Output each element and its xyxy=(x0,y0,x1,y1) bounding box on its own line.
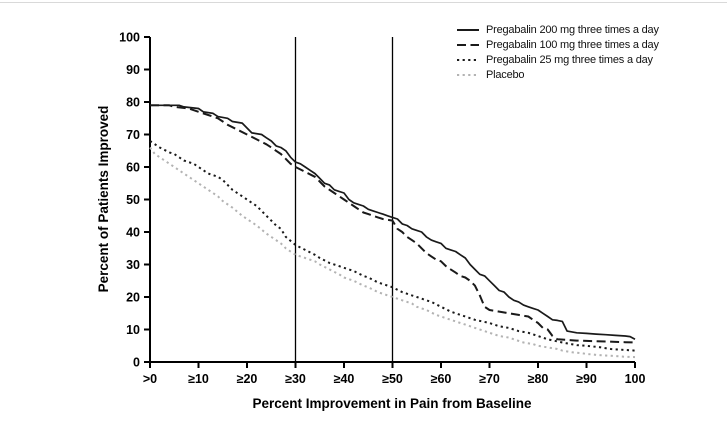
x-tick-label: >0 xyxy=(143,372,157,386)
axis-ticks xyxy=(144,36,636,368)
y-tick-label: 80 xyxy=(126,96,140,110)
y-tick-label: 70 xyxy=(126,128,140,142)
legend-dotted-line-icon xyxy=(457,59,479,61)
legend-item-pregabalin-200-mg-three-times-a-day: Pregabalin 200 mg three times a day xyxy=(456,24,659,36)
x-tick-label: ≥50 xyxy=(382,372,403,386)
axis-tick-labels: 0 10 20 30 40 50 60 70 80 90 100 >0 ≥10 ≥20 ≥30 ≥40 ≥50 ≥… xyxy=(119,31,645,387)
series-line-pregabalin-200-mg-three-times-a-day xyxy=(150,104,636,341)
x-tick-label: ≥20 xyxy=(237,372,258,386)
chart-legend: Pregabalin 200 mg three times a day Prega… xyxy=(456,24,659,81)
y-tick-label: 100 xyxy=(119,31,140,45)
x-axis-title: Percent Improvement in Pain from Baselin… xyxy=(252,396,532,411)
y-tick-label: 20 xyxy=(126,291,140,305)
x-tick-label: ≥80 xyxy=(528,372,549,386)
y-tick-label: 50 xyxy=(126,193,140,207)
legend-item-pregabalin-25-mg-three-times-a-day: Pregabalin 25 mg three times a day xyxy=(456,54,659,66)
y-tick-label: 40 xyxy=(126,226,140,240)
x-tick-label: ≥70 xyxy=(479,372,500,386)
y-axis-title: Percent of Patients Improved xyxy=(96,106,111,293)
legend-dotted-line-icon xyxy=(457,74,479,76)
x-tick-label: ≥10 xyxy=(188,372,209,386)
y-tick-label: 30 xyxy=(126,258,140,272)
y-tick-label: 60 xyxy=(126,161,140,175)
y-tick-label: 90 xyxy=(126,63,140,77)
series-lines xyxy=(149,104,636,359)
x-tick-label: ≥90 xyxy=(576,372,597,386)
legend-label: Pregabalin 25 mg three times a day xyxy=(486,54,653,66)
legend-label: Pregabalin 100 mg three times a day xyxy=(486,39,659,51)
page-top-border xyxy=(0,2,727,3)
x-tick-label: ≥40 xyxy=(334,372,355,386)
legend-solid-line-icon xyxy=(457,29,479,31)
legend-dashed-line-icon xyxy=(457,44,479,46)
x-tick-label: ≥60 xyxy=(431,372,452,386)
legend-item-placebo: Placebo xyxy=(456,69,659,81)
series-line-pregabalin-25-mg-three-times-a-day xyxy=(149,140,636,352)
y-tick-label: 0 xyxy=(133,356,140,370)
legend-label: Pregabalin 200 mg three times a day xyxy=(486,24,659,36)
series-line-pregabalin-100-mg-three-times-a-day xyxy=(150,104,636,344)
legend-label: Placebo xyxy=(486,69,525,81)
x-tick-label: 100 xyxy=(625,372,646,386)
reference-lines xyxy=(294,37,394,362)
y-tick-label: 10 xyxy=(126,323,140,337)
x-tick-label: ≥30 xyxy=(285,372,306,386)
legend-item-pregabalin-100-mg-three-times-a-day: Pregabalin 100 mg three times a day xyxy=(456,39,659,51)
